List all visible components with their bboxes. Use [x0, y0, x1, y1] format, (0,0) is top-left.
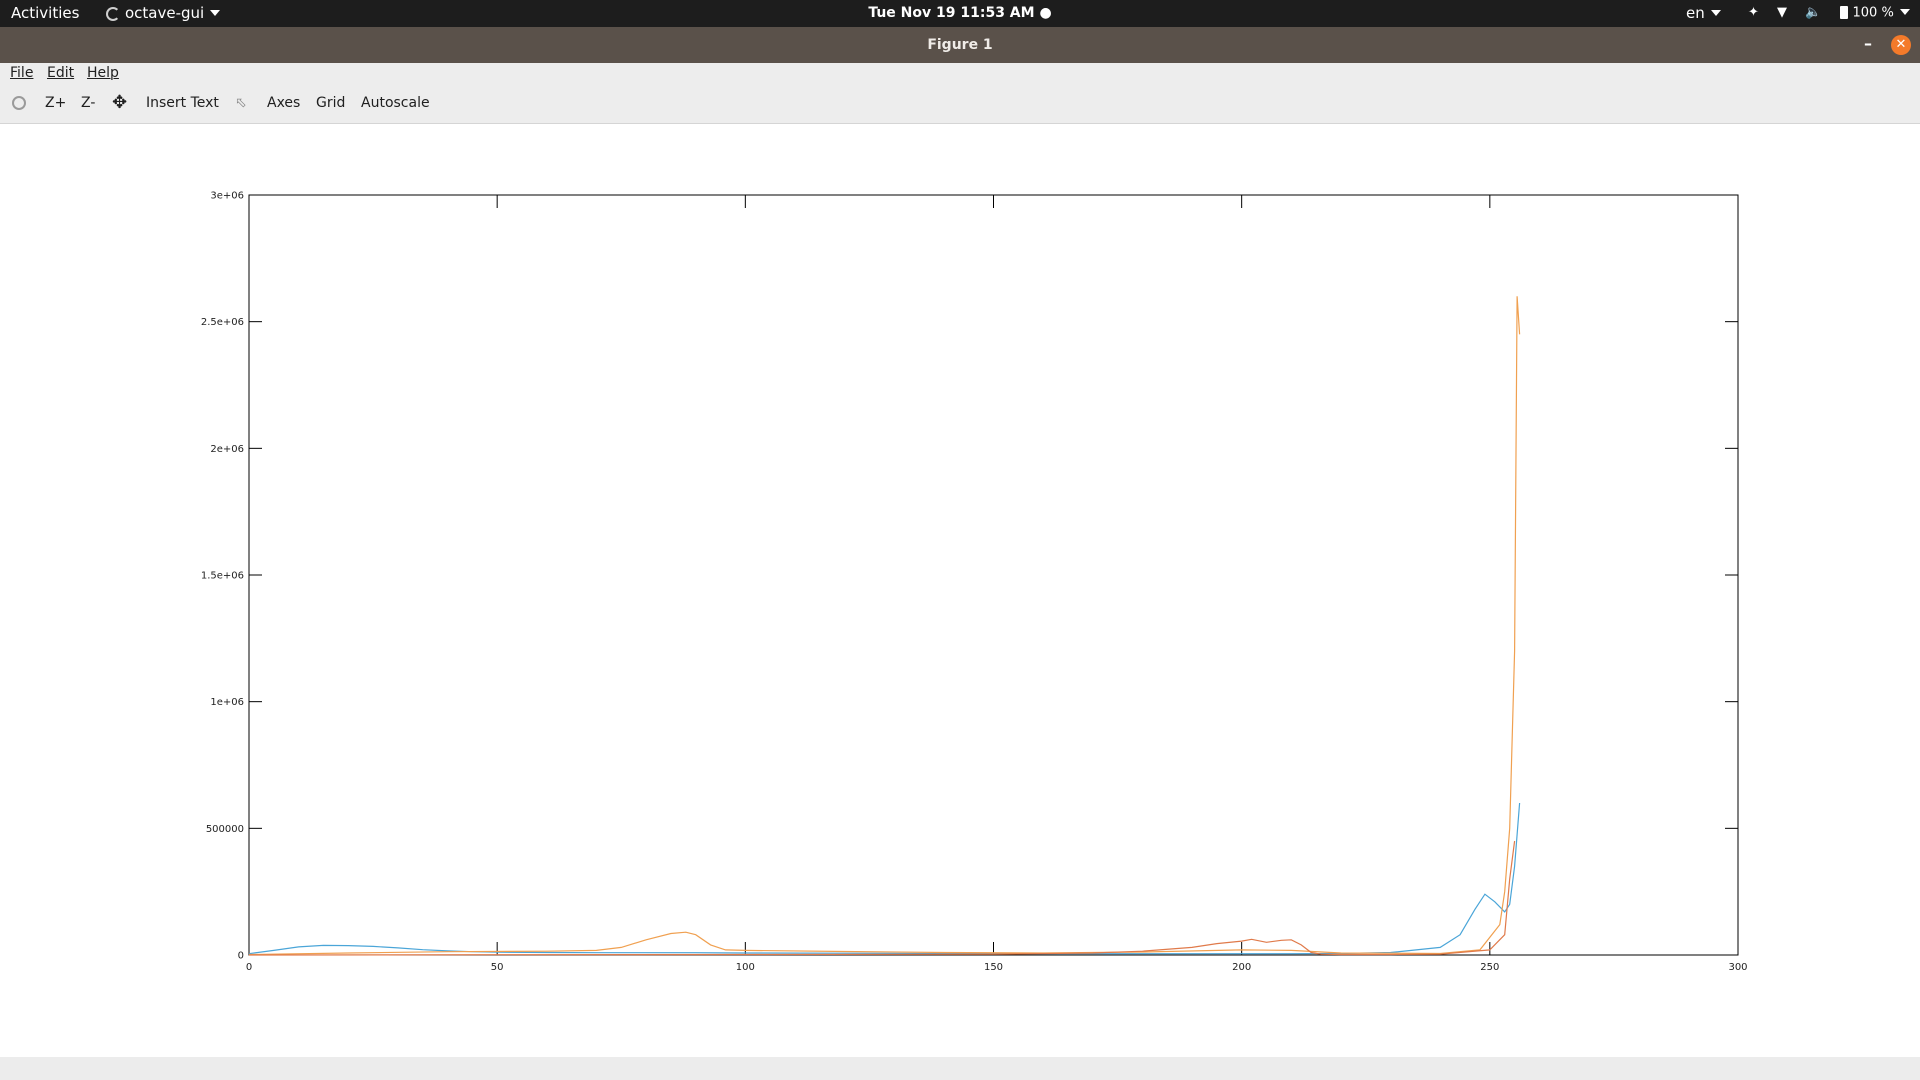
figure-toolbar: Z+ Z- ✥ Insert Text ⬁ Axes Grid Autoscal… — [0, 85, 1920, 124]
notification-dot-icon: ● — [1039, 5, 1052, 21]
series-line-2 — [248, 296, 1521, 956]
x-tick-label: 200 — [1232, 962, 1251, 973]
x-tick-label: 150 — [984, 962, 1003, 973]
zoom-out-button[interactable]: Z- — [81, 95, 96, 111]
battery-icon — [1839, 5, 1848, 19]
menu-edit[interactable]: Edit — [47, 65, 75, 81]
pan-icon[interactable]: ✥ — [112, 92, 128, 113]
plot-area[interactable]: 0 50 100 150 200 250 300 0 500000 1e+06 1.5e+06 2e+… — [0, 124, 1920, 1060]
activities-button[interactable]: Activities — [11, 4, 80, 22]
close-button[interactable]: ✕ — [1891, 35, 1911, 55]
x-tick-label: 250 — [1480, 962, 1499, 973]
app-menu-label: octave-gui — [125, 4, 205, 22]
autoscale-button[interactable]: Autoscale — [361, 95, 430, 111]
x-tick-label: 100 — [736, 962, 755, 973]
clock-button[interactable]: Tue Nov 19 11:53 AM ● — [868, 5, 1051, 21]
figure-canvas[interactable]: 0 50 100 150 200 250 300 0 500000 1e+06 1.5e+06 2e+… — [0, 124, 1920, 1056]
y-tick-label: 1.5e+06 — [201, 571, 244, 582]
clock-area: Tue Nov 19 11:53 AM ● — [0, 0, 1920, 27]
window-title-bar[interactable]: Figure 1 – ✕ — [0, 27, 1920, 63]
chevron-down-icon — [210, 10, 221, 16]
battery-percent: 100 % — [1852, 5, 1894, 21]
y-tick-label: 2.5e+06 — [201, 317, 244, 328]
window-title: Figure 1 — [927, 37, 993, 53]
zoom-in-button[interactable]: Z+ — [45, 95, 67, 111]
line-chart: 0 50 100 150 200 250 300 0 500000 1e+06 1.5e+06 2e+… — [201, 191, 1748, 974]
axes-button[interactable]: Axes — [267, 95, 301, 111]
insert-text-button[interactable]: Insert Text — [146, 95, 219, 111]
x-tick-label: 300 — [1728, 962, 1747, 973]
chevron-down-icon — [1710, 10, 1721, 16]
grid-button[interactable]: Grid — [316, 95, 346, 111]
select-pointer-icon[interactable]: ⬁ — [235, 95, 247, 111]
y-tick-label: 0 — [238, 951, 244, 962]
network-wired-icon: ✦ — [1748, 5, 1759, 20]
series-line-1 — [248, 802, 1521, 955]
chevron-down-icon — [1899, 8, 1910, 15]
system-top-bar: Activities octave-gui Tue Nov 19 11:53 A… — [0, 0, 1920, 27]
wifi-icon: ▼ — [1777, 5, 1788, 20]
menu-file[interactable]: File — [10, 65, 34, 81]
y-tick-label: 1e+06 — [210, 697, 244, 708]
y-tick-label: 500000 — [206, 824, 244, 835]
x-tick-label: 0 — [246, 962, 252, 973]
app-menu-button[interactable]: octave-gui — [106, 0, 221, 27]
menu-bar: File Edit Help — [0, 63, 1920, 85]
system-status-menu[interactable]: ✦ ▼ 🔈 100 % — [1748, 0, 1910, 27]
menu-help[interactable]: Help — [87, 65, 119, 81]
series-line-3 — [248, 840, 1516, 956]
status-bar — [0, 1057, 1920, 1080]
y-tick-label: 2e+06 — [210, 444, 244, 455]
octave-app-icon — [106, 7, 120, 21]
x-tick-label: 50 — [491, 962, 504, 973]
rotate-icon[interactable] — [12, 96, 26, 110]
clock-label: Tue Nov 19 11:53 AM — [868, 5, 1035, 21]
minimize-button[interactable]: – — [1864, 34, 1872, 53]
language-selector[interactable]: en — [1686, 0, 1721, 27]
language-label: en — [1686, 4, 1705, 22]
y-tick-label: 3e+06 — [210, 191, 244, 202]
volume-muted-icon: 🔈 — [1805, 5, 1822, 20]
